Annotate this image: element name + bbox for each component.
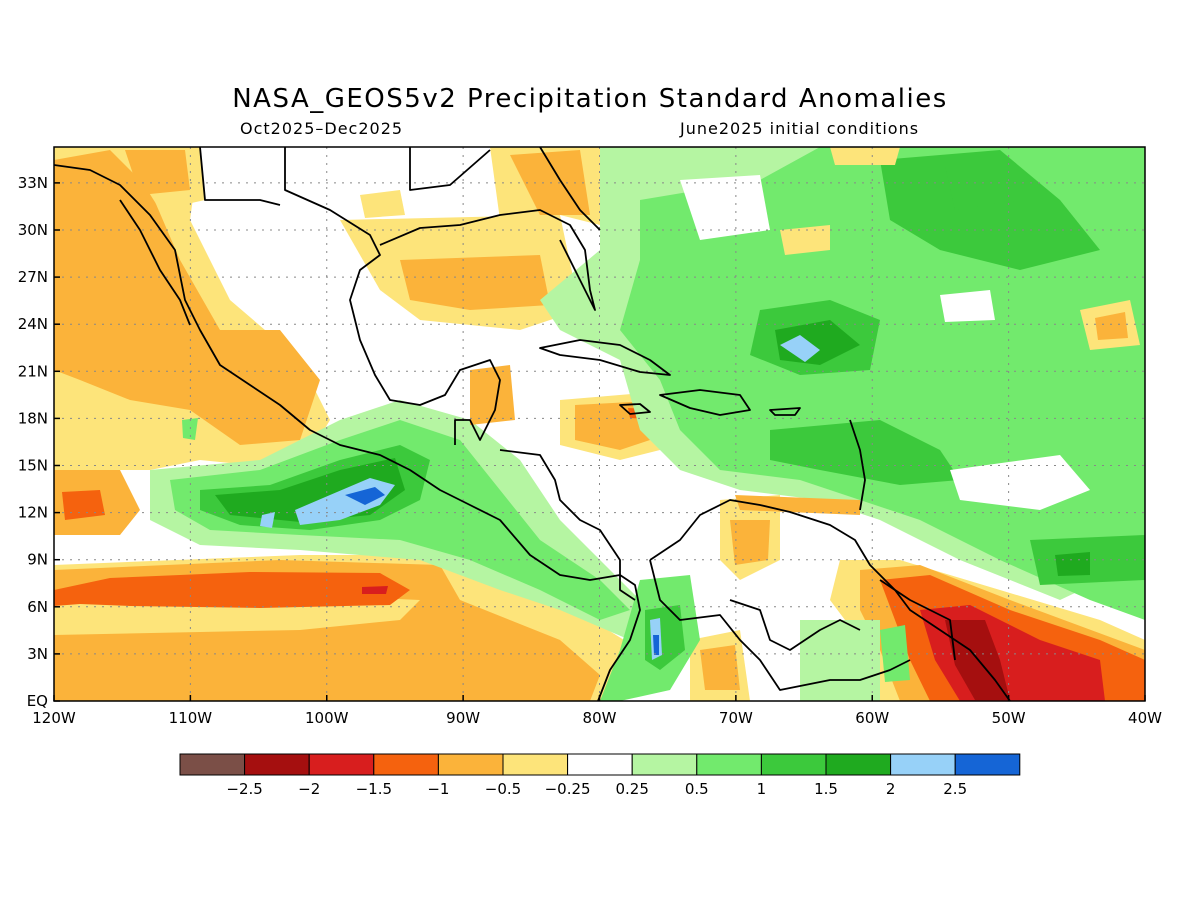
lat-label: 33N [18, 174, 48, 192]
longitude-axis: 120W 110W 100W 90W 80W 70W 60W 50W 40W [32, 695, 1162, 727]
colorbar-swatch [308, 753, 375, 776]
colorbar-label: −1.5 [356, 780, 392, 798]
colorbar-label: 1.5 [814, 780, 838, 798]
lon-label: 60W [855, 709, 889, 727]
latitude-axis: 33N 30N 27N 24N 21N 18N 15N 12N 9N 6N 3N EQ [18, 174, 60, 710]
lon-label: 70W [719, 709, 753, 727]
forecast-period: Oct2025–Dec2025 [240, 119, 404, 138]
colorbar-swatch [567, 753, 633, 776]
chart-title: NASA_GEOS5v2 Precipitation Standard Anom… [232, 84, 948, 114]
colorbar-swatch [437, 753, 504, 776]
lat-label: 9N [27, 551, 48, 569]
lon-label: 50W [992, 709, 1026, 727]
colorbar-label: 0.25 [615, 780, 648, 798]
lat-label: 3N [27, 645, 48, 663]
lat-label: 6N [27, 598, 48, 616]
colorbar-labels: −2.5 −2 −1.5 −1 −0.5 −0.25 0.25 0.5 1 1.5 2 2.5 [226, 780, 967, 798]
lat-label: 15N [18, 457, 48, 475]
colorbar-swatch [954, 753, 1021, 776]
lat-label: 18N [18, 409, 48, 427]
dry-region-west-mid [54, 150, 320, 445]
anomaly-field [54, 147, 1145, 701]
colorbar-swatch [760, 753, 827, 776]
lon-label: 80W [583, 709, 617, 727]
lon-label: 40W [1128, 709, 1162, 727]
colorbar-label: −1 [427, 780, 449, 798]
colorbar-label: 1 [757, 780, 767, 798]
coastlines [54, 147, 1011, 701]
colorbar-label: −2.5 [226, 780, 262, 798]
colorbar-swatch [179, 753, 246, 776]
colorbar-label: −0.5 [485, 780, 521, 798]
wet-core-atlantic [780, 335, 820, 362]
colorbar [179, 753, 1021, 776]
colorbar-label: 0.5 [685, 780, 709, 798]
colorbar-swatch [502, 753, 569, 776]
lon-label: 90W [446, 709, 480, 727]
lon-label: 110W [169, 709, 213, 727]
colorbar-swatch [890, 753, 956, 776]
lat-label: 12N [18, 504, 48, 522]
colorbar-label: 2 [886, 780, 896, 798]
colorbar-swatch [825, 753, 892, 776]
lon-label: 120W [32, 709, 76, 727]
dry-band-pacific-strong [54, 572, 410, 608]
lat-label: 27N [18, 268, 48, 286]
lat-label: EQ [27, 692, 48, 710]
colorbar-label: 2.5 [943, 780, 967, 798]
lat-label: 24N [18, 315, 48, 333]
lat-label: 30N [18, 221, 48, 239]
lon-label: 100W [305, 709, 349, 727]
colorbar-swatch [373, 753, 439, 776]
colorbar-label: −2 [298, 780, 320, 798]
initial-conditions: June2025 initial conditions [680, 119, 920, 138]
lat-label: 21N [18, 362, 48, 380]
colorbar-label: −0.25 [545, 780, 591, 798]
colorbar-swatch [631, 753, 698, 776]
colorbar-swatch [696, 753, 762, 776]
colorbar-swatch [244, 753, 310, 776]
